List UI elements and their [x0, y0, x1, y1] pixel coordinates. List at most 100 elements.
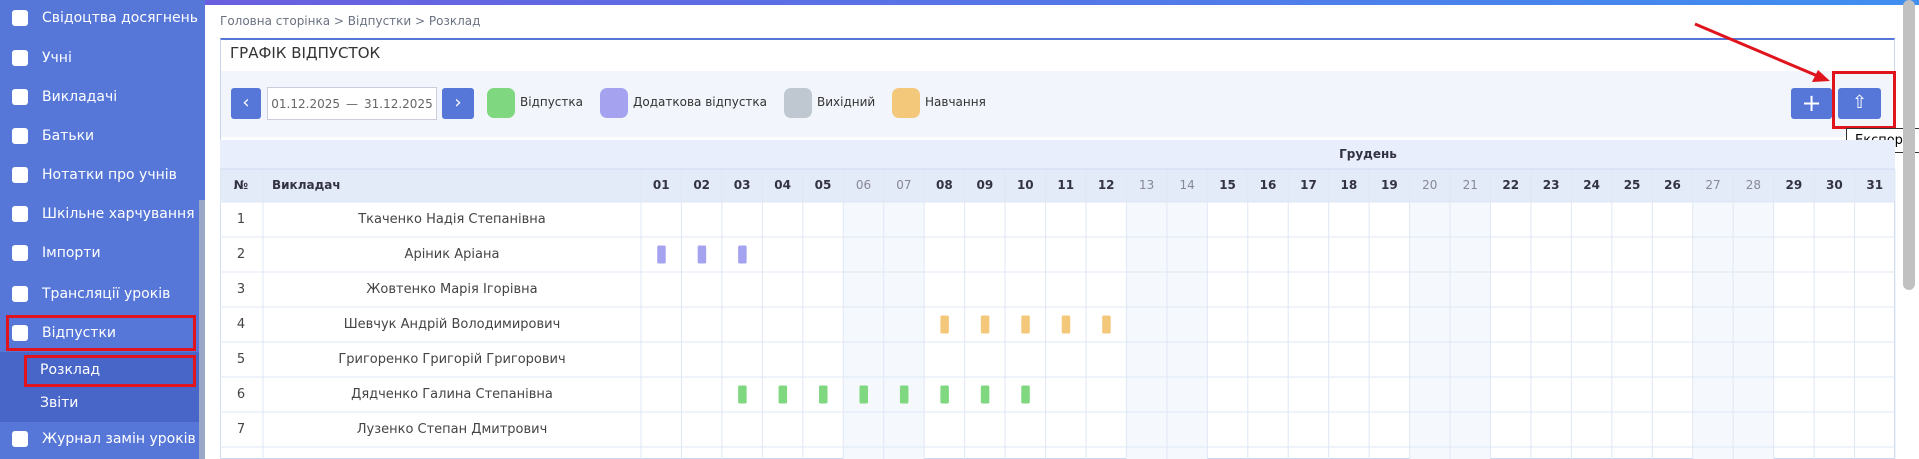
- menu-label: Імпорти: [42, 245, 101, 261]
- menu-item[interactable]: Свідоцтва досягнень: [0, 0, 200, 37]
- leave-mark: [1061, 315, 1071, 334]
- teacher-name: Дядченко Галина Степанівна: [351, 387, 553, 402]
- menu-item[interactable]: Шкільне харчування: [0, 195, 200, 233]
- menu-item[interactable]: Нотатки про учнів: [0, 156, 200, 194]
- date-sep: —: [346, 96, 358, 111]
- leave-mark: [697, 245, 707, 264]
- leave-mark: [778, 385, 788, 404]
- menu-item[interactable]: Імпорти: [0, 234, 200, 272]
- row-number: 2: [237, 247, 245, 262]
- day-header: 12: [1098, 178, 1115, 192]
- menu-label: Викладачі: [42, 89, 118, 105]
- menu-label: Свідоцтва досягнень: [42, 10, 199, 26]
- day-header: 21: [1463, 178, 1478, 192]
- menu-item[interactable]: Звіти: [0, 384, 240, 422]
- leave-mark: [738, 385, 747, 404]
- day-header: 29: [1786, 178, 1803, 192]
- prev-button[interactable]: ‹: [231, 88, 261, 119]
- day-header: 01: [653, 178, 670, 192]
- leave-mark: [980, 315, 990, 334]
- row-number: 3: [237, 282, 245, 297]
- menu-label: Журнал замін уроків: [42, 431, 196, 447]
- breadcrumb[interactable]: Головна сторінка > Відпустки > Розклад: [220, 14, 481, 28]
- menu-item[interactable]: Трансляції уроків: [0, 275, 200, 313]
- legend-label: Відпустка: [520, 95, 583, 109]
- menu-item[interactable]: Батьки: [0, 117, 200, 155]
- day-header: 16: [1260, 178, 1277, 192]
- legend-swatch: [784, 88, 812, 118]
- menu-label: Звіти: [40, 395, 79, 411]
- date-from: 01.12.2025: [271, 96, 340, 111]
- highlight-box: [6, 315, 196, 351]
- next-button[interactable]: ›: [442, 88, 474, 119]
- day-header: 04: [774, 178, 791, 192]
- menu-label: Розклад: [40, 362, 101, 378]
- day-header: 19: [1381, 178, 1398, 192]
- weekend-column: [1126, 202, 1167, 459]
- menu-icon: [12, 167, 28, 183]
- export-button[interactable]: ⇧: [1838, 88, 1881, 119]
- menu-icon: [12, 206, 28, 222]
- column-header: №: [234, 178, 248, 192]
- teacher-name: Аріник Аріана: [405, 247, 500, 262]
- legend-label: Вихідний: [817, 95, 876, 109]
- day-header: 31: [1866, 178, 1883, 192]
- day-header: 14: [1179, 178, 1194, 192]
- month-label: Грудень: [1339, 147, 1397, 161]
- menu-item[interactable]: Викладачі: [0, 78, 200, 116]
- sidebar: Свідоцтва досягнень Учні Викладачі Батьки Но…: [0, 0, 205, 459]
- teacher-name: Ткаченко Надія Степанівна: [357, 212, 546, 227]
- menu-icon: [12, 245, 28, 261]
- menu-item[interactable]: Розклад: [0, 351, 240, 389]
- day-header: 02: [693, 178, 710, 192]
- day-header: 09: [976, 178, 993, 192]
- date-range[interactable]: 01.12.2025 — 31.12.2025: [267, 87, 437, 120]
- leave-mark: [899, 385, 909, 404]
- menu-label: Відпустки: [42, 325, 117, 341]
- leave-mark: [819, 385, 828, 404]
- leave-mark: [940, 315, 949, 334]
- day-header: 25: [1624, 178, 1641, 192]
- panel-title: ГРАФІК ВІДПУСТОК: [230, 44, 381, 62]
- menu-item[interactable]: Журнал замін уроків: [0, 420, 200, 458]
- highlight-box: [24, 355, 196, 387]
- teacher-name: Григоренко Григорій Григорович: [338, 352, 565, 367]
- add-button[interactable]: +: [1791, 88, 1832, 119]
- menu-item[interactable]: Учні: [0, 39, 200, 77]
- leave-mark: [1021, 315, 1030, 334]
- day-header: 06: [856, 178, 871, 192]
- row-number: 6: [237, 387, 245, 402]
- row-number: 1: [237, 212, 245, 227]
- day-header: 08: [936, 178, 953, 192]
- legend-swatch: [487, 88, 515, 118]
- day-header: 11: [1057, 178, 1074, 192]
- leave-mark: [1021, 385, 1030, 404]
- highlight-box: [1832, 71, 1896, 129]
- teacher-name: Лузенко Степан Дмитрович: [357, 422, 548, 437]
- menu-label: Учні: [42, 50, 72, 66]
- menu-icon: [12, 10, 28, 26]
- teacher-name: Шевчук Андрій Володимирович: [344, 317, 561, 332]
- leave-mark: [859, 385, 868, 404]
- weekend-column: [1733, 202, 1774, 459]
- weekend-column: [1409, 202, 1451, 459]
- teacher-name: Жовтенко Марія Ігорівна: [366, 282, 537, 297]
- column-header-bg: [220, 169, 1895, 202]
- legend-swatch: [892, 88, 920, 118]
- weekend-column: [1166, 202, 1208, 459]
- weekend-column: [1450, 202, 1491, 459]
- menu-icon: [12, 325, 28, 341]
- menu-label: Шкільне харчування: [42, 206, 195, 222]
- weekend-column: [883, 202, 925, 459]
- row-number: 5: [237, 352, 245, 367]
- day-header: 30: [1826, 178, 1843, 192]
- day-header: 15: [1219, 178, 1236, 192]
- legend-label: Додаткова відпустка: [633, 95, 768, 109]
- menu-label: Батьки: [42, 128, 95, 144]
- legend-swatch: [600, 88, 628, 118]
- menu-label: Нотатки про учнів: [42, 167, 177, 183]
- legend-label: Навчання: [925, 95, 986, 109]
- menu-item[interactable]: Відпустки: [0, 314, 200, 352]
- day-header: 28: [1746, 178, 1761, 192]
